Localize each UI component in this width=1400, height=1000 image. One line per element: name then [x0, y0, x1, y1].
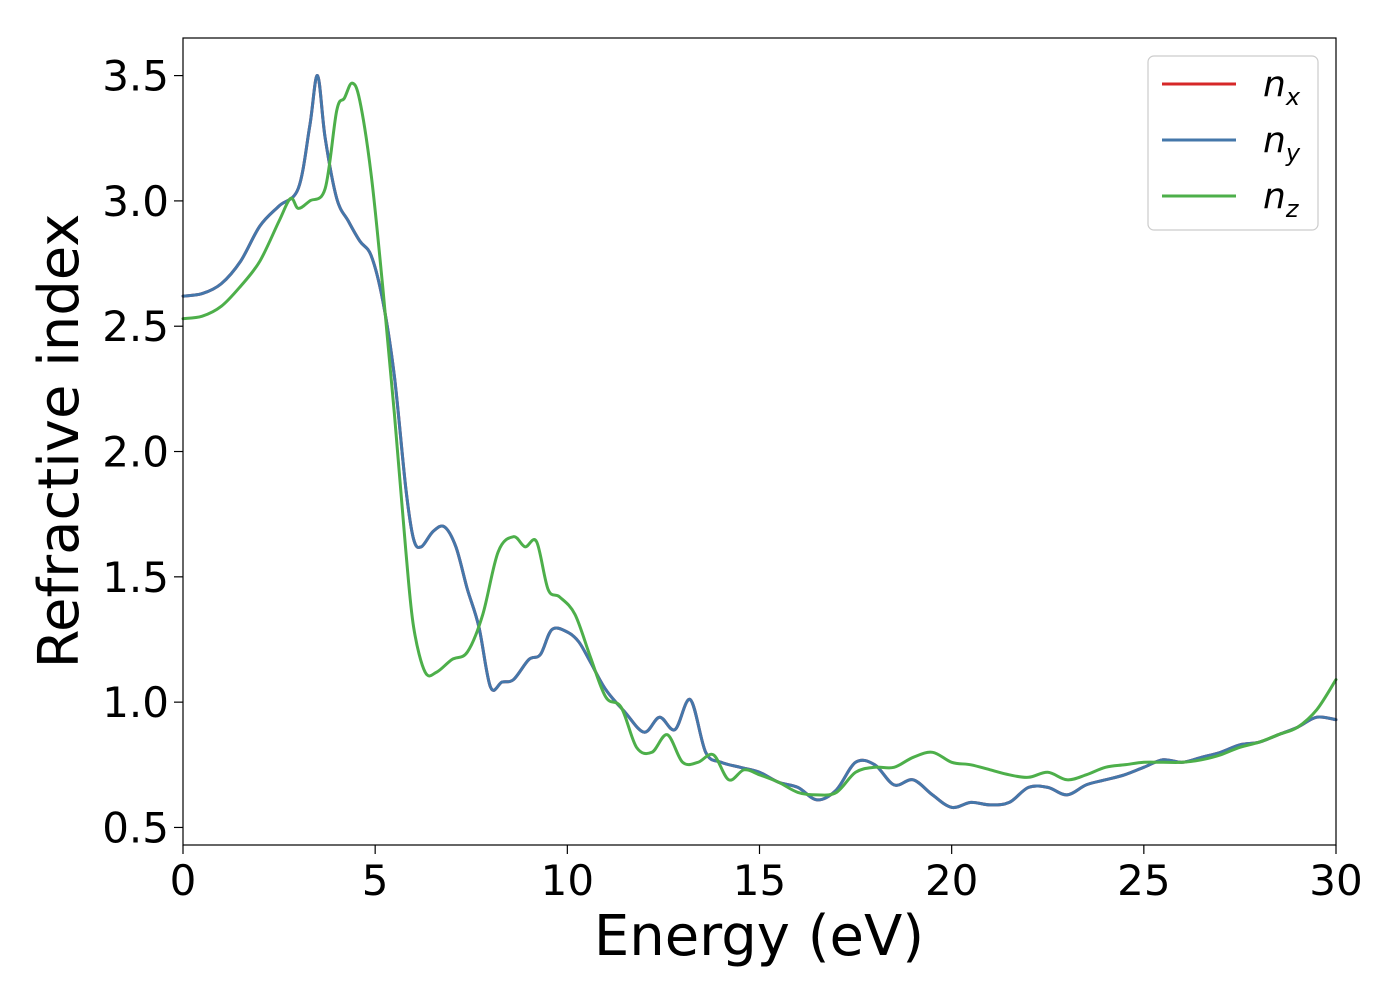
- legend-label-z: nz: [1263, 176, 1300, 223]
- y-axis: 0.5 1.0 1.5 2.0 2.5 3.0 3.5: [102, 52, 183, 852]
- legend-box: [1147, 55, 1319, 231]
- x-tick-label: 20: [925, 856, 978, 905]
- legend-label-y: ny: [1263, 120, 1301, 167]
- x-tick-label: 10: [541, 856, 594, 905]
- plot-background: [183, 38, 1336, 845]
- x-tick-label: 30: [1309, 856, 1362, 905]
- y-tick-label: 0.5: [102, 803, 169, 852]
- y-tick-label: 3.0: [102, 177, 169, 226]
- y-tick-label: 3.5: [102, 52, 169, 101]
- legend-label-x: nx: [1263, 64, 1301, 111]
- x-tick-label: 5: [362, 856, 389, 905]
- x-tick-label: 0: [170, 856, 197, 905]
- x-tick-label: 15: [733, 856, 786, 905]
- series-line-z: [181, 81, 1338, 797]
- x-axis: 0 5 10 15 20 25 30: [170, 845, 1363, 905]
- y-tick-label: 1.5: [102, 553, 169, 602]
- y-tick-label: 2.0: [102, 428, 169, 477]
- x-axis-label: Energy (eV): [594, 904, 924, 969]
- series-line-y: [181, 74, 1338, 810]
- y-tick-label: 2.5: [102, 302, 169, 351]
- series-layer: [181, 74, 1338, 810]
- legend-items: nx ny nz: [1162, 64, 1301, 223]
- y-axis-label: Refractive index: [27, 214, 92, 669]
- y-tick-label: 1.0: [102, 678, 169, 727]
- x-tick-label: 25: [1117, 856, 1170, 905]
- legend: nx ny nz: [1147, 55, 1319, 231]
